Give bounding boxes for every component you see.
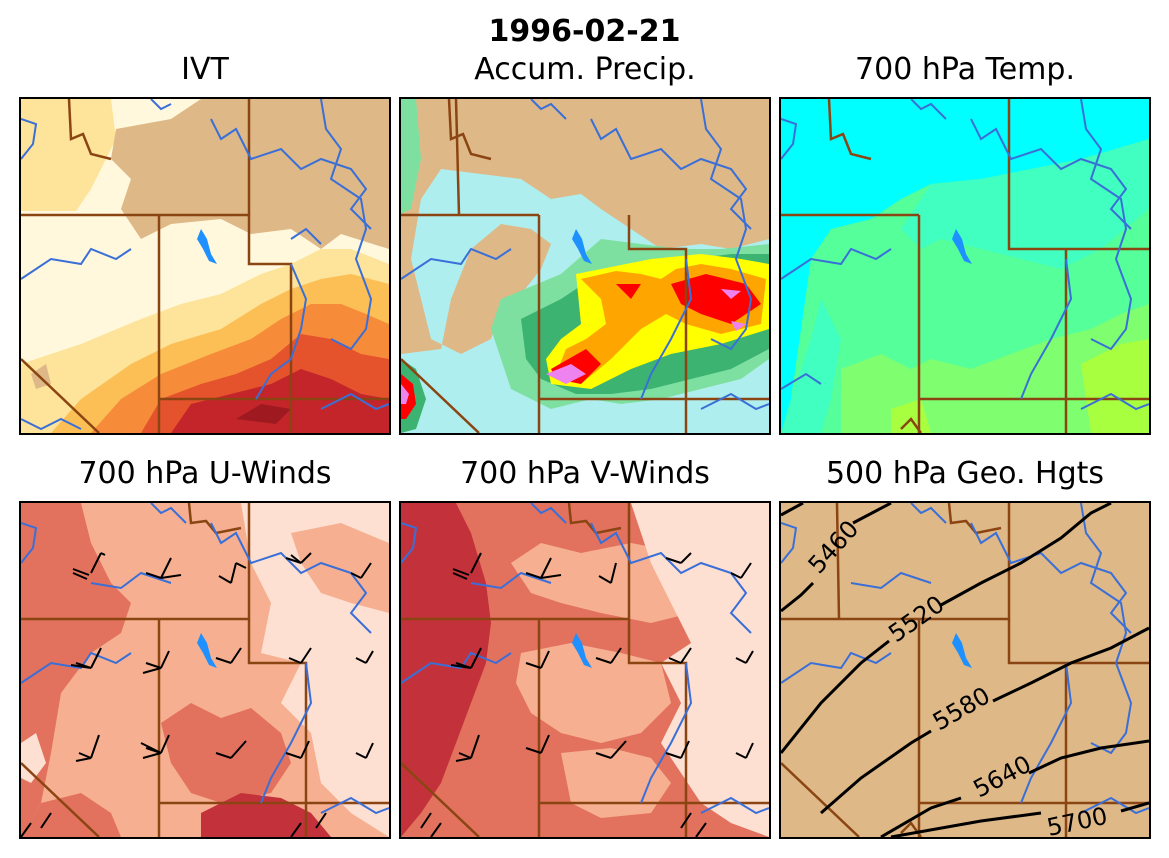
precip-band-6 bbox=[546, 289, 746, 384]
lake bbox=[572, 633, 592, 668]
vwind-band-mid2 bbox=[516, 643, 671, 743]
ivt-contour-band-7 bbox=[236, 404, 291, 424]
state-borders bbox=[21, 99, 389, 433]
panel-title-precip: Accum. Precip. bbox=[474, 52, 696, 87]
lake bbox=[197, 633, 217, 668]
map-panel-geo: 5460 5520 5580 5640 5700 bbox=[779, 501, 1151, 839]
rivers bbox=[401, 99, 769, 411]
wind-barbs bbox=[420, 552, 754, 837]
uwind-band-dark2 bbox=[161, 703, 291, 803]
panel-title-ivt: IVT bbox=[181, 52, 229, 87]
panel-title-uwind: 700 hPa U-Winds bbox=[78, 456, 332, 491]
uwind-band-dark bbox=[21, 503, 131, 837]
wind-barbs bbox=[21, 552, 374, 837]
rivers bbox=[21, 99, 389, 431]
rivers bbox=[781, 503, 1149, 815]
state-borders bbox=[401, 503, 769, 837]
map-panel-precip bbox=[399, 97, 771, 435]
uwind-band-dark3 bbox=[21, 793, 121, 837]
state-borders bbox=[21, 503, 389, 837]
uwind-band-light2 bbox=[321, 613, 381, 693]
precip-edge-blob-core bbox=[401, 384, 409, 404]
map-panel-uwind bbox=[19, 501, 391, 839]
panel-title-vwind: 700 hPa V-Winds bbox=[460, 456, 710, 491]
temp-band-cold bbox=[781, 99, 1149, 433]
map-panel-temp bbox=[779, 97, 1151, 435]
height-contours bbox=[781, 503, 1149, 837]
temp-band-cool2 bbox=[781, 299, 841, 433]
rivers bbox=[401, 503, 769, 815]
precip-band-5 bbox=[551, 274, 761, 384]
state-borders bbox=[401, 99, 769, 433]
lake bbox=[197, 229, 217, 264]
ivt-contour-band-6 bbox=[171, 369, 389, 433]
temp-band-cool bbox=[901, 139, 1149, 269]
panel-title-temp: 700 hPa Temp. bbox=[855, 52, 1075, 87]
rivers bbox=[21, 503, 389, 815]
map-panel-vwind bbox=[399, 501, 771, 839]
lake bbox=[952, 633, 972, 668]
precip-band-1 bbox=[401, 99, 421, 214]
vwind-band-mid3 bbox=[561, 748, 671, 818]
figure-suptitle: 1996-02-21 bbox=[488, 14, 681, 49]
map-panel-ivt bbox=[19, 97, 391, 435]
geo-land bbox=[781, 503, 1149, 837]
ivt-contour-band-1 bbox=[21, 99, 116, 211]
temp-band-warm2 bbox=[891, 399, 931, 433]
temp-band-warmest bbox=[1081, 339, 1149, 433]
lake bbox=[952, 229, 972, 264]
precip-edge-blob-inner bbox=[401, 374, 416, 419]
precip-land-mask bbox=[401, 99, 769, 354]
state-borders bbox=[781, 99, 1149, 433]
vwind-band-light bbox=[631, 503, 769, 837]
lake bbox=[572, 229, 592, 264]
panel-title-geo: 500 hPa Geo. Hgts bbox=[825, 456, 1105, 491]
vwind-band-darkest bbox=[401, 503, 491, 837]
rivers bbox=[781, 99, 1149, 411]
state-borders bbox=[781, 503, 1149, 837]
vwind-band-dark bbox=[461, 753, 541, 837]
